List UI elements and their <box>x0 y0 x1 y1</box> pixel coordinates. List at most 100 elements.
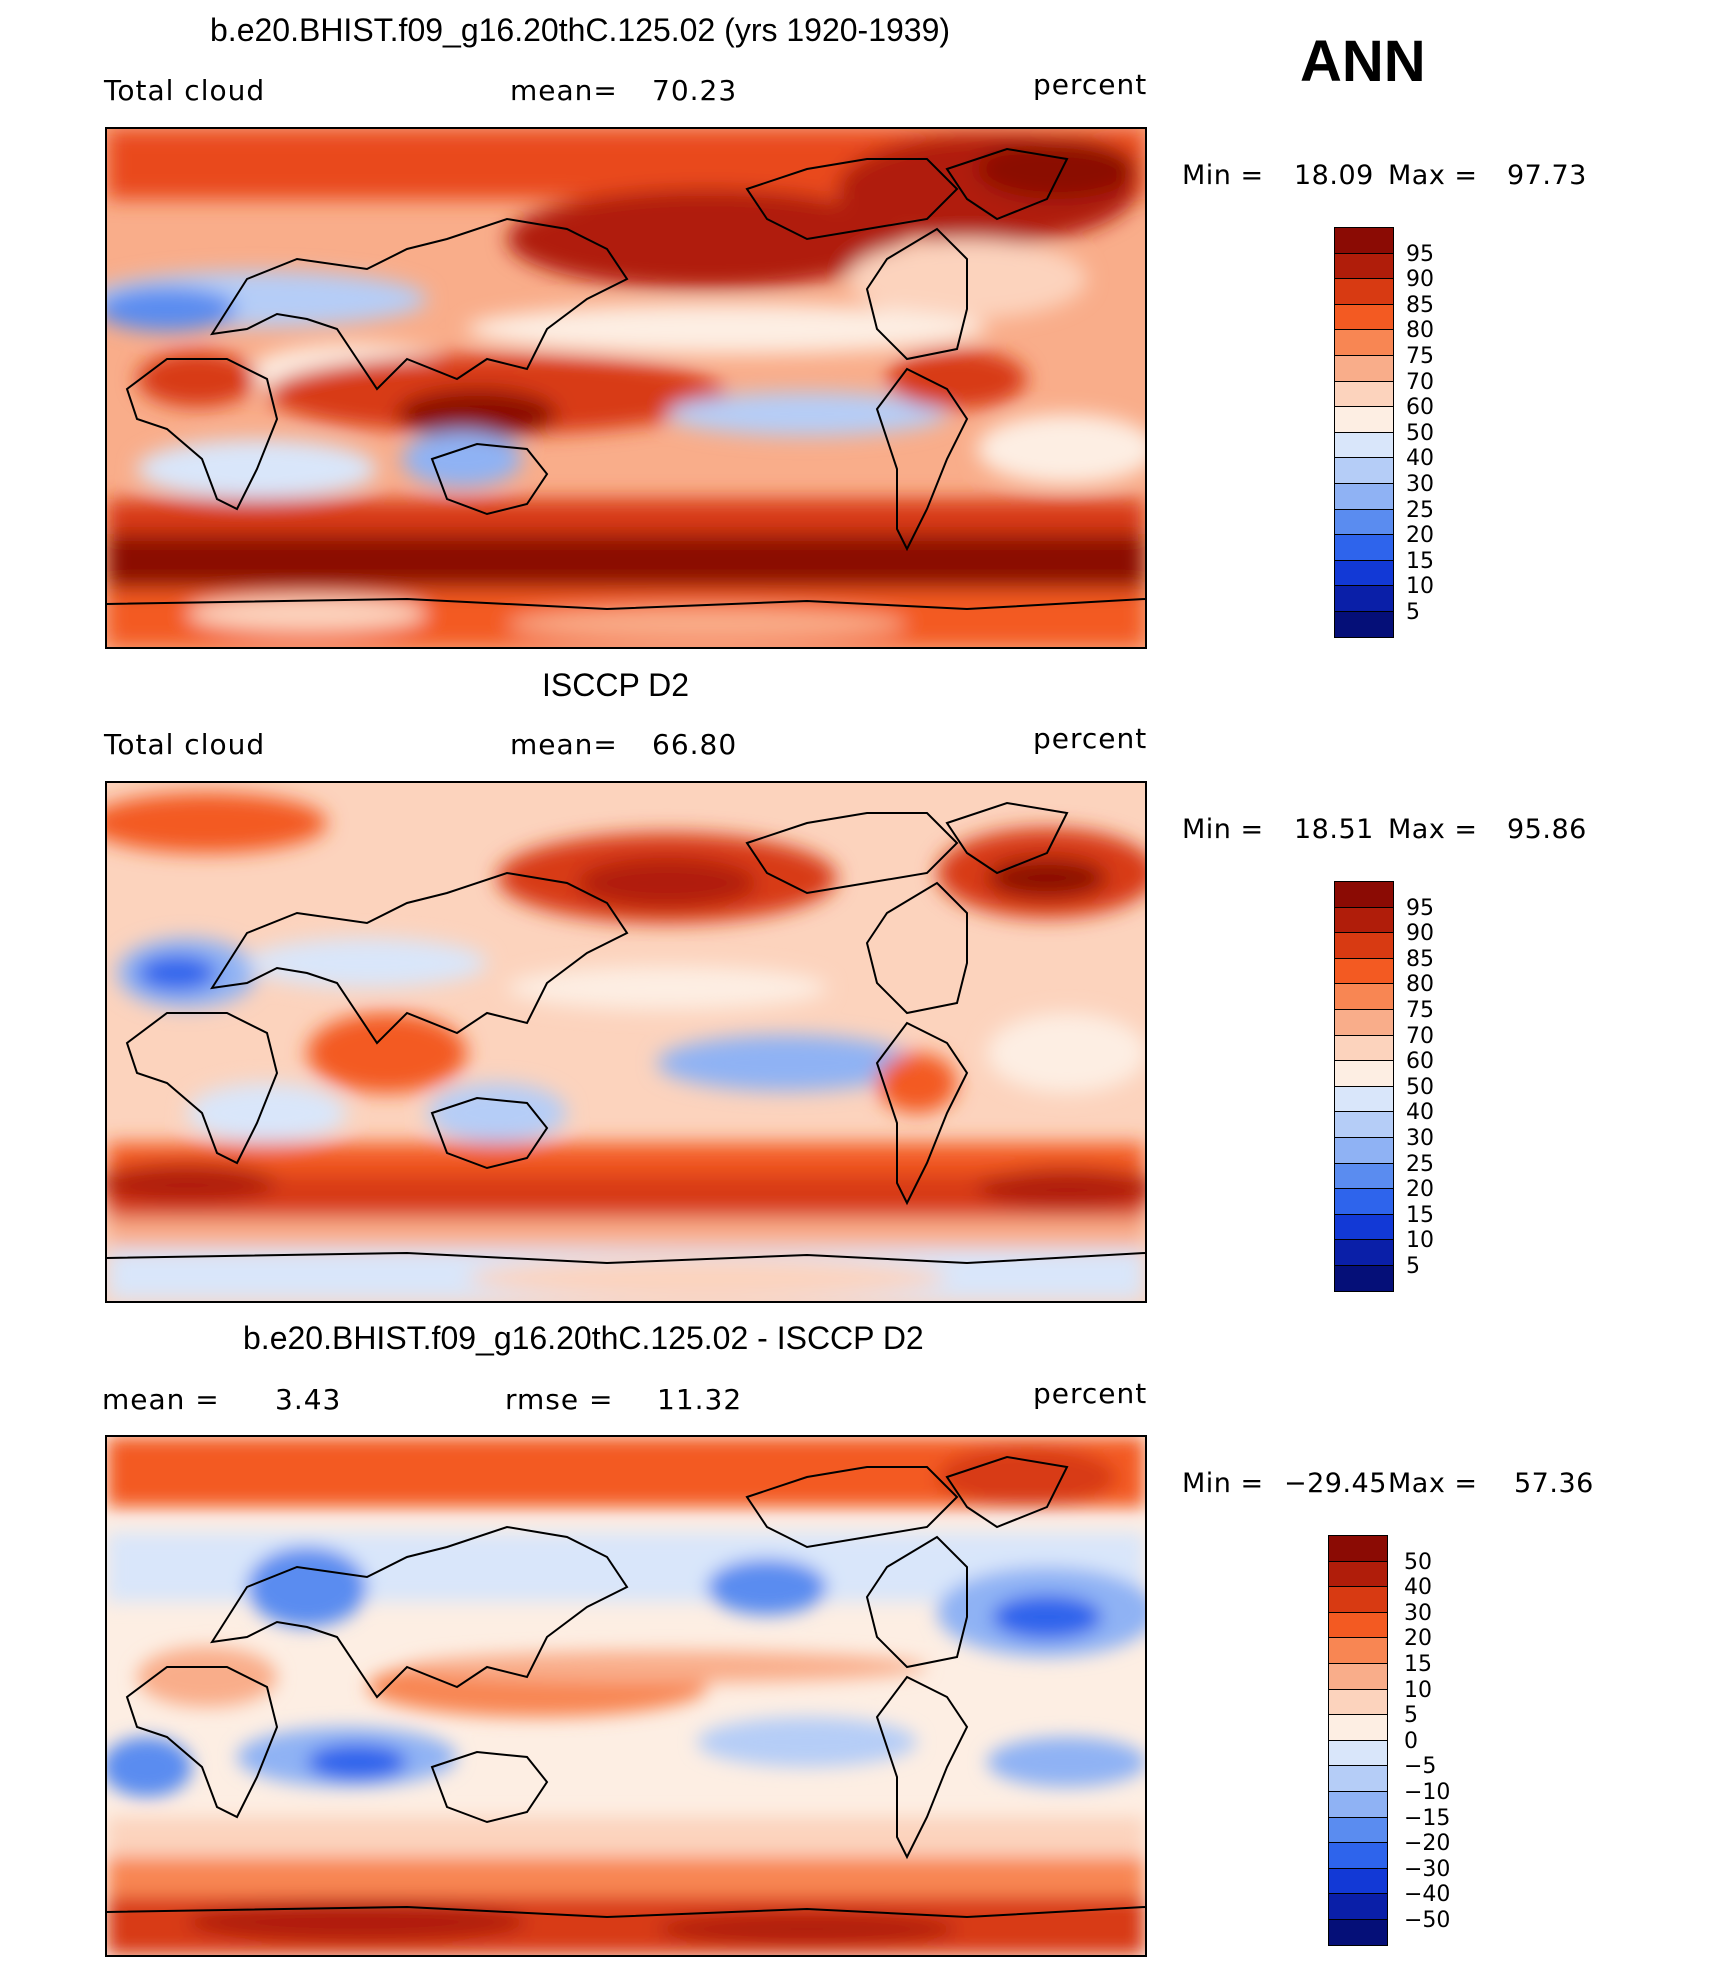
colorbar-label: 70 <box>1406 1023 1434 1049</box>
colorbar-label: 95 <box>1406 241 1434 267</box>
colorbar-label: −20 <box>1404 1831 1451 1857</box>
panel2-variable-label: Total cloud <box>104 728 266 761</box>
colorbar-swatch <box>1334 1111 1394 1138</box>
panel3-title: b.e20.BHIST.f09_g16.20thC.125.02 - ISCCP… <box>243 1320 924 1356</box>
colorbar-label: 15 <box>1404 1652 1432 1677</box>
colorbar-swatch <box>1334 1034 1394 1062</box>
colorbar-label: 5 <box>1406 600 1420 625</box>
colorbar-swatch <box>1328 1765 1388 1792</box>
colorbar-label: 20 <box>1406 1177 1434 1203</box>
colorbar-label: 80 <box>1406 318 1434 344</box>
colorbar-label: 30 <box>1404 1600 1432 1626</box>
panel1-variable-label: Total cloud <box>104 74 266 107</box>
colorbar-swatch <box>1334 329 1394 356</box>
colorbar-label: 60 <box>1406 395 1434 421</box>
colorbar-label: 80 <box>1406 972 1434 998</box>
colorbar-label: 40 <box>1404 1575 1432 1601</box>
panel2-mean-label: mean= <box>510 728 618 761</box>
panel1-mean-value: 70.23 <box>652 74 738 107</box>
panel1-mean-label: mean= <box>510 74 618 107</box>
panel3-rmse-label: rmse = <box>505 1383 614 1416</box>
panel3-map <box>105 1435 1147 1957</box>
panel3-min-value: −29.45 <box>1284 1468 1387 1499</box>
colorbar-label: −50 <box>1404 1908 1451 1933</box>
colorbar-swatch <box>1328 1586 1388 1613</box>
colorbar-swatch <box>1328 1816 1388 1844</box>
colorbar-swatch <box>1334 534 1394 561</box>
colorbar-swatch <box>1328 1714 1388 1741</box>
colorbar-swatch <box>1334 1009 1394 1036</box>
colorbar-swatch <box>1328 1611 1388 1639</box>
colorbar-label: 20 <box>1406 523 1434 549</box>
panel3-colorbar: 50 40 30 20 15 10 5 0 −5 −10 −15 −20 −30 −40 −50 <box>1328 1535 1451 1946</box>
colorbar-swatch <box>1328 1791 1388 1818</box>
colorbar-swatch <box>1328 1688 1388 1716</box>
colorbar-swatch <box>1334 380 1394 408</box>
colorbar-swatch <box>1328 1867 1388 1895</box>
colorbar-swatch <box>1334 1265 1394 1292</box>
colorbar-swatch <box>1328 1842 1388 1869</box>
panel3-mean-value: 3.43 <box>275 1383 342 1416</box>
panel3-contour-field <box>107 1437 1145 1955</box>
panel2-mean-value: 66.80 <box>652 728 738 761</box>
panel1-max-value: 97.73 <box>1507 160 1587 191</box>
colorbar-label: 10 <box>1406 574 1434 600</box>
colorbar-swatch <box>1334 431 1394 459</box>
panel2-max-value: 95.86 <box>1507 814 1587 845</box>
season-label: ANN <box>1300 29 1426 94</box>
panel2-title: ISCCP D2 <box>542 667 690 703</box>
colorbar-label: 90 <box>1406 921 1434 947</box>
colorbar-swatch <box>1328 1919 1388 1946</box>
colorbar-label: 90 <box>1406 267 1434 293</box>
colorbar-label: 70 <box>1406 369 1434 395</box>
colorbar-swatch <box>1328 1560 1388 1588</box>
colorbar-swatch <box>1334 457 1394 484</box>
colorbar-swatch <box>1328 1739 1388 1767</box>
colorbar-swatch <box>1334 1162 1394 1190</box>
colorbar-swatch <box>1334 227 1394 254</box>
colorbar-label: 85 <box>1406 946 1434 972</box>
colorbar-swatch <box>1334 1213 1394 1241</box>
panel1-min-label: Min = <box>1182 160 1264 191</box>
colorbar-swatch <box>1328 1893 1388 1920</box>
colorbar-label: 15 <box>1406 548 1434 574</box>
colorbar-swatch <box>1334 355 1394 382</box>
panel1-title: b.e20.BHIST.f09_g16.20thC.125.02 (yrs 19… <box>210 12 951 48</box>
colorbar-label: 60 <box>1406 1049 1434 1075</box>
colorbar-swatch <box>1334 983 1394 1010</box>
panel1-min-value: 18.09 <box>1294 160 1374 191</box>
colorbar-swatch <box>1334 1239 1394 1266</box>
colorbar-label: 10 <box>1404 1677 1432 1703</box>
panel2-contour-field <box>107 783 1145 1301</box>
panel1-max-label: Max = <box>1388 160 1478 191</box>
colorbar-swatch <box>1334 278 1394 305</box>
panel1-colorbar: 95 90 85 80 75 70 60 50 40 30 25 20 15 10 5 <box>1334 227 1444 638</box>
colorbar-swatch <box>1334 483 1394 510</box>
colorbar-label: −40 <box>1404 1882 1451 1908</box>
colorbar-label: 75 <box>1406 344 1434 369</box>
colorbar-swatch <box>1334 932 1394 959</box>
colorbar-swatch <box>1328 1637 1388 1664</box>
panel3-mean-label: mean = <box>102 1383 220 1416</box>
panel1-map <box>105 127 1147 649</box>
panel2-colorbar: 95 90 85 80 75 70 60 50 40 30 25 20 15 10 5 <box>1334 881 1444 1292</box>
colorbar-label: 30 <box>1406 1126 1434 1151</box>
colorbar-label: −15 <box>1404 1805 1451 1831</box>
colorbar-swatch <box>1334 957 1394 985</box>
colorbar-label: −5 <box>1404 1754 1437 1780</box>
panel2-min-value: 18.51 <box>1294 814 1374 845</box>
colorbar-label: 50 <box>1404 1549 1432 1575</box>
colorbar-label: 95 <box>1406 895 1434 921</box>
colorbar-swatch <box>1334 1137 1394 1164</box>
colorbar-label: 85 <box>1406 292 1434 318</box>
colorbar-swatch <box>1334 611 1394 638</box>
colorbar-swatch <box>1334 1188 1394 1215</box>
colorbar-swatch <box>1334 508 1394 536</box>
colorbar-label: 50 <box>1406 420 1434 446</box>
panel3-rmse-value: 11.32 <box>657 1383 743 1416</box>
colorbar-label: 50 <box>1406 1074 1434 1100</box>
colorbar-label: 30 <box>1406 472 1434 497</box>
colorbar-swatch <box>1334 559 1394 587</box>
colorbar-swatch <box>1328 1535 1388 1562</box>
panel2-map <box>105 781 1147 1303</box>
